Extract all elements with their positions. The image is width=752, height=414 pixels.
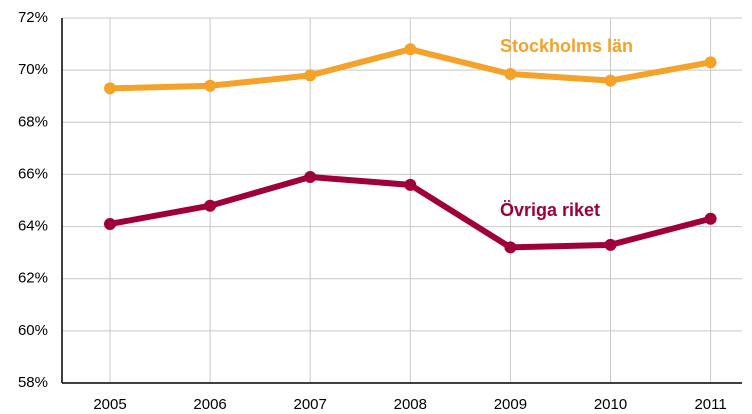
y-tick-label: 66% (18, 165, 48, 182)
data-point (704, 56, 717, 69)
data-point (304, 171, 317, 184)
y-tick-label: 62% (18, 270, 48, 287)
x-tick-label: 2005 (93, 396, 126, 413)
data-point (604, 74, 617, 87)
data-point (104, 217, 116, 230)
y-tick-label: 72% (18, 9, 48, 26)
data-point (404, 178, 417, 191)
series-label: Stockholms län (500, 36, 633, 56)
data-point (604, 238, 617, 251)
data-point (104, 82, 116, 95)
x-tick-label: 2011 (694, 396, 726, 413)
y-tick-label: 58% (18, 374, 48, 391)
series-label: Övriga riket (500, 200, 600, 220)
y-tick-label: 60% (18, 322, 48, 339)
data-point (504, 241, 517, 254)
y-tick-label: 70% (18, 61, 48, 78)
data-point (204, 199, 217, 212)
y-tick-label: 68% (18, 113, 48, 130)
x-tick-label: 2006 (193, 396, 226, 413)
data-point (204, 79, 217, 92)
data-point (504, 68, 517, 81)
x-tick-label: 2008 (394, 396, 427, 413)
y-tick-label: 64% (18, 218, 48, 235)
x-tick-label: 2007 (294, 396, 327, 413)
data-point (304, 69, 317, 82)
x-tick-label: 2010 (594, 396, 627, 413)
data-point (404, 43, 417, 56)
x-tick-label: 2009 (494, 396, 527, 413)
data-point (704, 212, 717, 225)
